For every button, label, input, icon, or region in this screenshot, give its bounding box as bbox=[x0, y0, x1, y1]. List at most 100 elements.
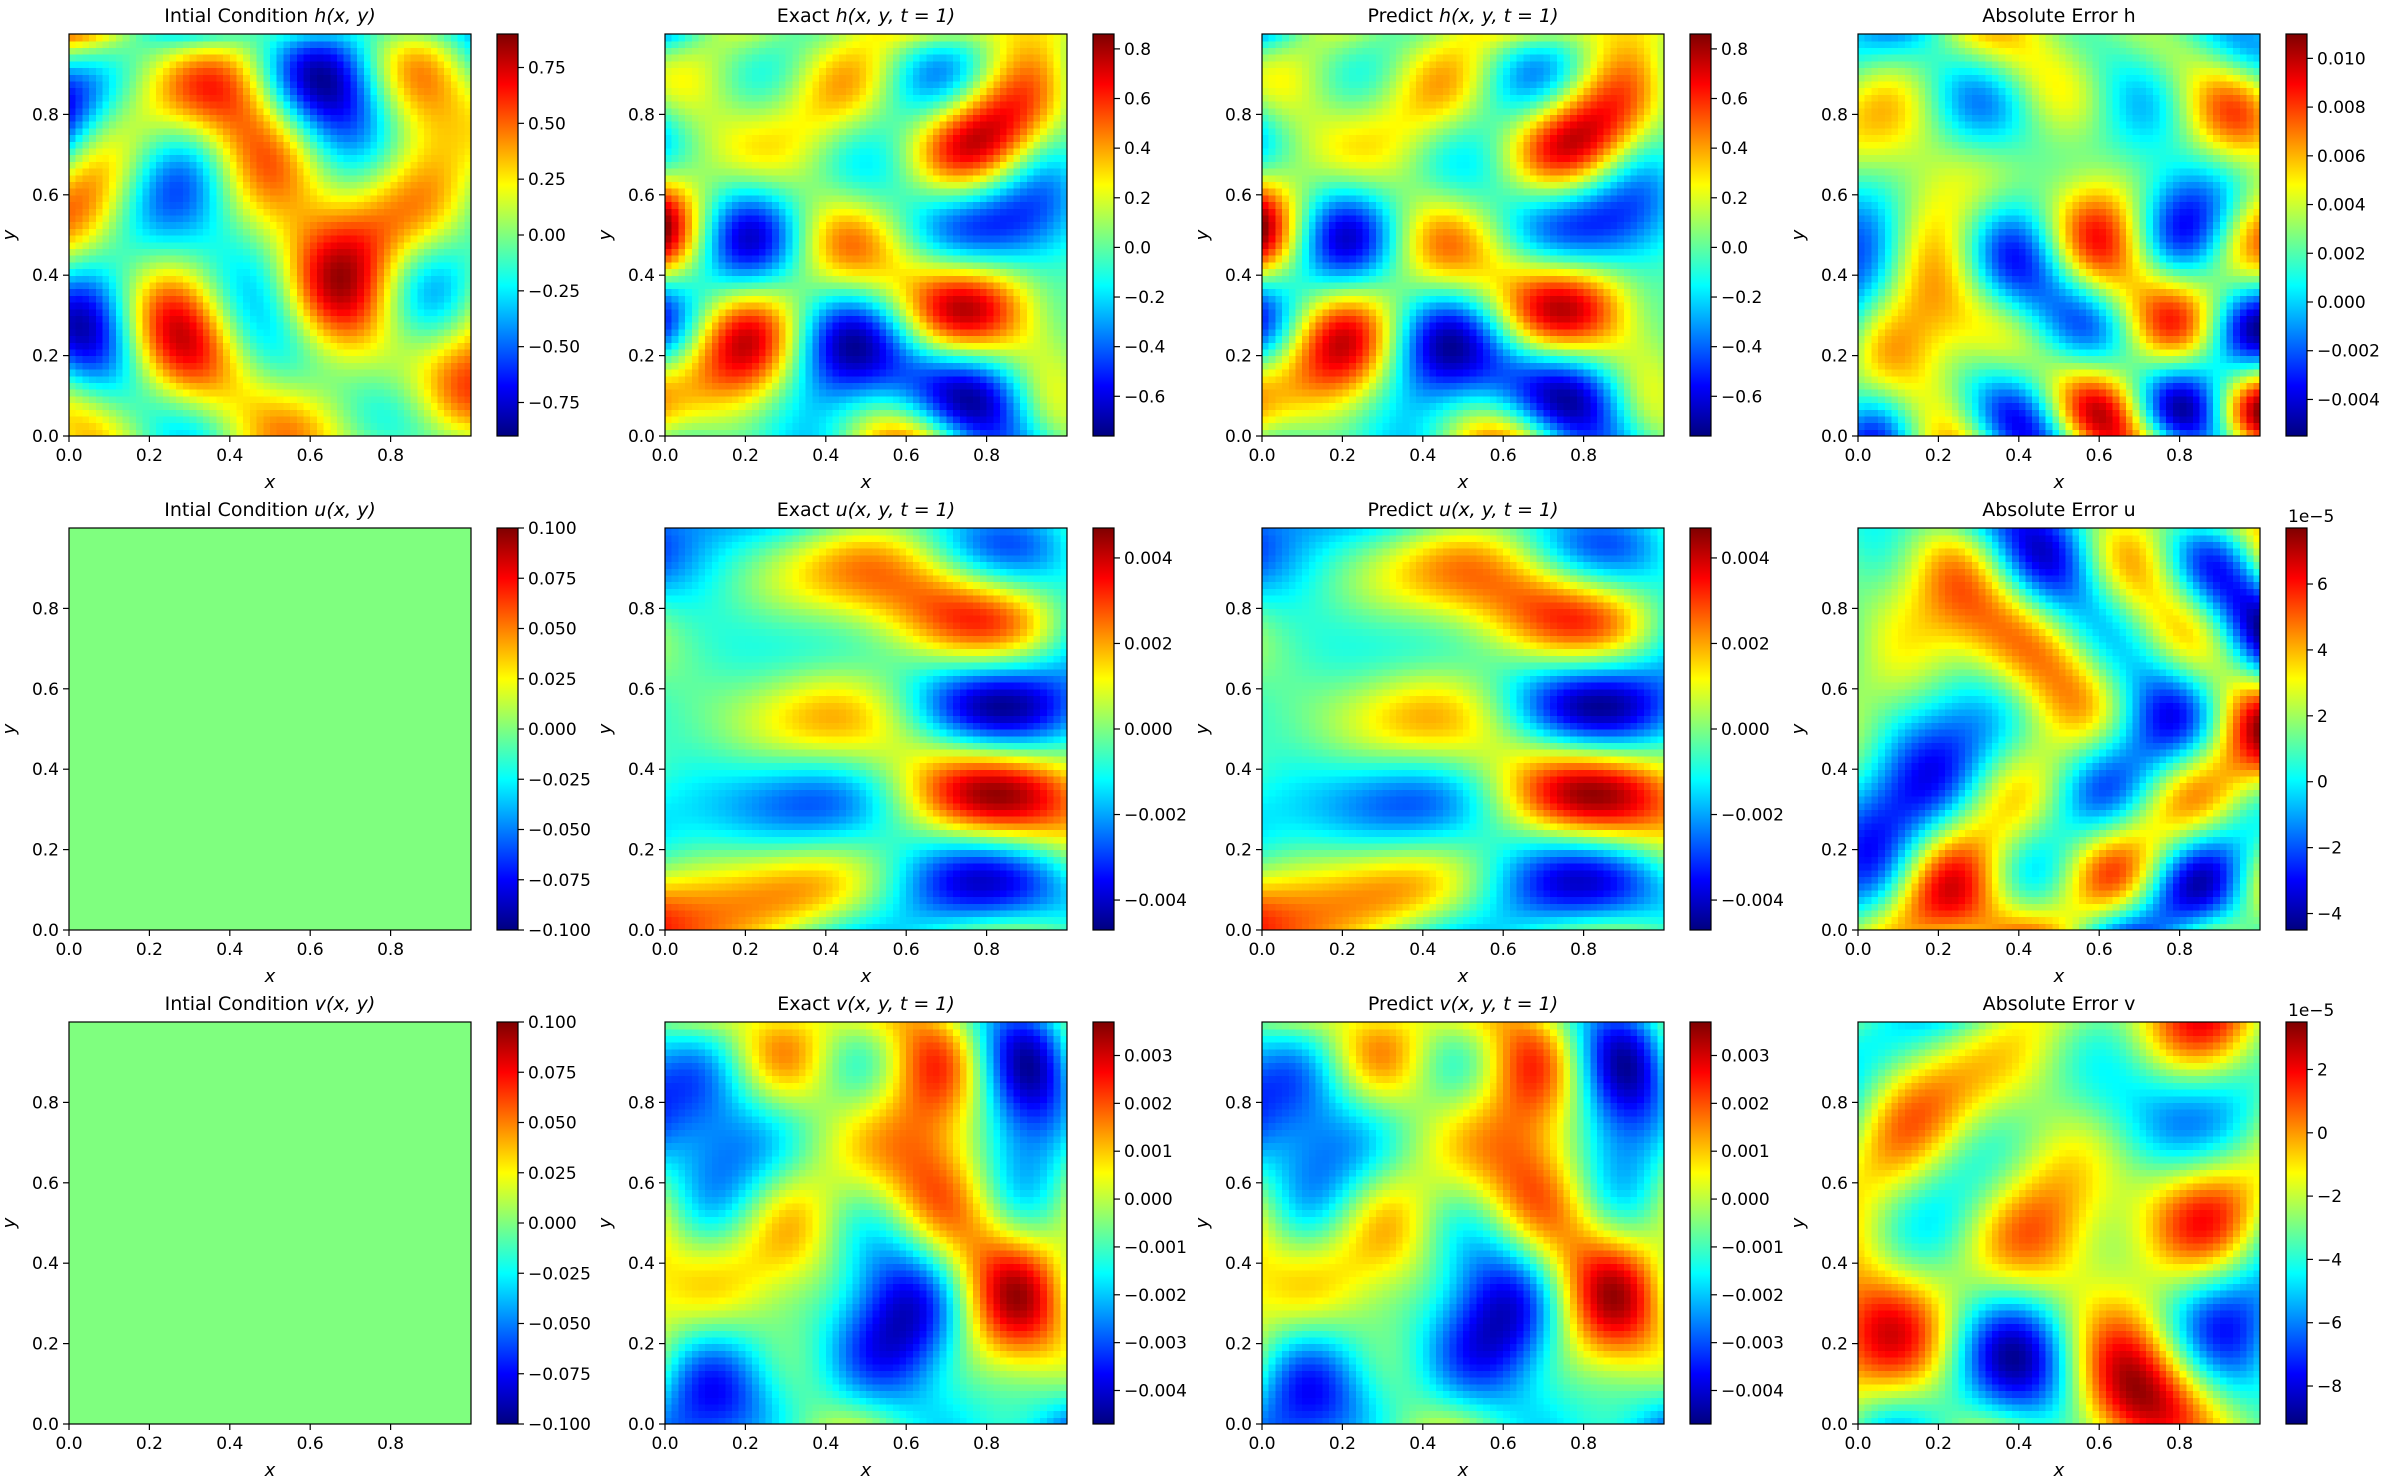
heatmap-cell bbox=[383, 208, 392, 216]
heatmap-cell bbox=[953, 302, 961, 310]
heatmap-cell bbox=[182, 54, 191, 62]
heatmap-cell bbox=[149, 409, 157, 417]
heatmap-cell bbox=[678, 302, 686, 310]
heatmap-cell bbox=[450, 54, 459, 62]
heatmap-cell bbox=[417, 141, 425, 149]
heatmap-cell bbox=[156, 275, 164, 283]
heatmap-cell bbox=[223, 168, 231, 176]
heatmap-cell bbox=[82, 74, 90, 82]
heatmap-cell bbox=[162, 261, 171, 270]
heatmap-cell bbox=[75, 422, 83, 430]
heatmap-cell bbox=[886, 395, 894, 404]
subplot-1-1: Intial Condition h(x, y)0.0 0.2 0.4 0.6 0.8x… bbox=[0, 5, 580, 493]
heatmap-cell bbox=[892, 328, 901, 337]
heatmap-cell bbox=[182, 40, 191, 48]
heatmap-cell bbox=[819, 315, 827, 323]
heatmap-cell bbox=[122, 228, 130, 236]
heatmap-cell bbox=[89, 181, 97, 189]
heatmap-cell bbox=[316, 342, 325, 350]
heatmap-cell bbox=[263, 375, 271, 383]
heatmap-cell bbox=[189, 328, 197, 337]
heatmap-cell bbox=[430, 208, 439, 216]
heatmap-cell bbox=[296, 221, 305, 229]
heatmap-cell bbox=[725, 422, 733, 430]
heatmap-cell bbox=[176, 288, 184, 296]
heatmap-cell bbox=[223, 194, 231, 203]
heatmap-cell bbox=[665, 328, 673, 337]
heatmap-cell bbox=[337, 248, 345, 256]
heatmap-cell bbox=[919, 422, 927, 430]
heatmap-cell bbox=[732, 328, 740, 337]
heatmap-cell bbox=[182, 121, 191, 129]
heatmap-cell bbox=[357, 101, 365, 109]
heatmap-cell bbox=[410, 308, 418, 316]
heatmap-cell bbox=[122, 181, 130, 189]
heatmap-cell bbox=[778, 409, 787, 417]
heatmap-cell bbox=[738, 295, 746, 303]
heatmap-cell bbox=[404, 101, 412, 109]
heatmap-cell bbox=[424, 281, 432, 290]
heatmap-cell bbox=[357, 174, 365, 182]
heatmap-cell bbox=[337, 261, 345, 270]
heatmap-cell bbox=[256, 34, 264, 42]
heatmap-cell bbox=[75, 74, 83, 82]
heatmap-cell bbox=[283, 181, 291, 189]
heatmap-cell bbox=[223, 241, 231, 249]
heatmap-cell bbox=[404, 348, 412, 357]
heatmap-cell bbox=[249, 188, 258, 196]
heatmap-cell bbox=[886, 389, 894, 397]
heatmap-cell bbox=[377, 409, 385, 417]
heatmap-cell bbox=[832, 281, 840, 290]
heatmap-cell bbox=[102, 214, 110, 223]
heatmap-cell bbox=[82, 147, 90, 156]
heatmap-cell bbox=[390, 188, 398, 196]
heatmap-cell bbox=[979, 355, 988, 363]
heatmap-cell bbox=[370, 127, 378, 136]
heatmap-cell bbox=[390, 395, 398, 404]
heatmap-cell bbox=[176, 389, 184, 397]
heatmap-cell bbox=[819, 415, 827, 424]
heatmap-cell bbox=[296, 54, 305, 62]
heatmap-cell bbox=[249, 255, 258, 263]
heatmap-cell bbox=[330, 54, 338, 62]
heatmap-cell bbox=[162, 208, 171, 216]
heatmap-cell bbox=[410, 275, 418, 283]
heatmap-cell bbox=[404, 94, 412, 102]
heatmap-cell bbox=[196, 348, 204, 357]
heatmap-cell bbox=[95, 60, 104, 69]
heatmap-cell bbox=[136, 241, 144, 249]
heatmap-cell bbox=[216, 409, 224, 417]
heatmap-cell bbox=[316, 328, 325, 337]
heatmap-cell bbox=[738, 402, 746, 410]
heatmap-cell bbox=[363, 429, 372, 437]
heatmap-cell bbox=[357, 335, 365, 343]
heatmap-cell bbox=[450, 409, 459, 417]
heatmap-cell bbox=[189, 87, 197, 95]
heatmap-cell bbox=[129, 348, 137, 357]
heatmap-cell bbox=[330, 288, 338, 296]
heatmap-cell bbox=[892, 295, 901, 303]
heatmap-cell bbox=[236, 188, 244, 196]
heatmap-cell bbox=[698, 308, 706, 316]
heatmap-cell bbox=[209, 288, 217, 296]
heatmap-cell bbox=[852, 355, 860, 363]
heatmap-cell bbox=[966, 335, 974, 343]
heatmap-cell bbox=[223, 208, 231, 216]
heatmap-cell bbox=[430, 127, 439, 136]
heatmap-cell bbox=[75, 302, 83, 310]
heatmap-cell bbox=[357, 228, 365, 236]
heatmap-cell bbox=[115, 168, 124, 176]
heatmap-cell bbox=[236, 114, 244, 122]
heatmap-cell bbox=[142, 127, 150, 136]
heatmap-cell bbox=[290, 429, 298, 437]
heatmap-cell bbox=[886, 422, 894, 430]
heatmap-cell bbox=[899, 362, 907, 370]
heatmap-cell bbox=[75, 161, 83, 169]
heatmap-cell bbox=[229, 335, 238, 343]
y-tick-label: 0.2 bbox=[32, 347, 59, 367]
heatmap-cell bbox=[176, 141, 184, 149]
heatmap-cell bbox=[430, 80, 439, 89]
heatmap-cell bbox=[410, 322, 418, 330]
heatmap-cell bbox=[919, 369, 927, 377]
heatmap-cell bbox=[725, 328, 733, 337]
